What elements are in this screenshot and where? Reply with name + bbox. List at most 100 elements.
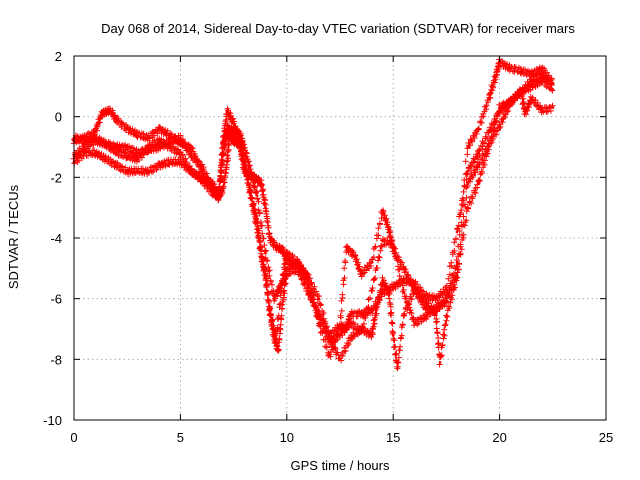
data-point — [317, 297, 321, 301]
data-point — [396, 367, 399, 370]
data-point — [530, 97, 533, 100]
data-point — [317, 315, 321, 319]
data-point — [168, 145, 172, 149]
data-point — [108, 109, 112, 112]
y-axis-label: SDTVAR / TECUs — [6, 184, 21, 289]
data-point — [200, 169, 204, 173]
data-point — [540, 66, 544, 70]
data-point — [268, 236, 272, 240]
data-point — [359, 330, 363, 334]
y-tick-labels: -10 -8 -6 -4 -2 0 2 — [43, 49, 62, 428]
data-point — [349, 336, 353, 340]
data-point — [272, 297, 276, 301]
data-point — [466, 182, 470, 185]
data-point — [370, 288, 374, 291]
data-point — [147, 169, 150, 173]
x-tick-labels: 0 5 10 15 20 25 — [70, 430, 613, 445]
data-point — [306, 285, 310, 288]
chart-title: Day 068 of 2014, Sidereal Day-to-day VTE… — [101, 21, 575, 36]
data-point — [434, 306, 438, 310]
data-point — [136, 133, 140, 137]
data-point — [83, 145, 87, 149]
data-point — [487, 142, 491, 146]
data-point — [353, 254, 357, 258]
data-point — [344, 245, 348, 249]
data-point — [189, 145, 193, 149]
data-point — [217, 194, 221, 197]
data-point — [93, 130, 97, 134]
data-point — [264, 273, 267, 276]
data-point — [402, 312, 406, 316]
data-point — [115, 118, 118, 122]
data-point — [523, 112, 527, 116]
data-point — [338, 357, 342, 361]
data-point — [349, 321, 353, 325]
data-point — [438, 360, 442, 364]
data-point — [242, 145, 246, 149]
data-point — [259, 182, 263, 185]
series-3-markers — [70, 56, 555, 360]
data-point — [370, 333, 374, 337]
data-point — [466, 145, 470, 149]
data-point — [391, 242, 395, 246]
data-point — [93, 151, 97, 155]
data-point — [115, 145, 118, 149]
x-axis-label: GPS time / hours — [291, 458, 390, 473]
data-point — [255, 227, 259, 231]
data-point — [147, 136, 150, 140]
data-point — [327, 354, 331, 358]
data-point — [125, 145, 129, 149]
data-point — [274, 245, 278, 249]
data-point — [238, 133, 242, 137]
data-point — [268, 309, 272, 313]
data-point — [157, 163, 161, 167]
data-point — [508, 66, 512, 70]
y-tick-label: -10 — [43, 413, 62, 428]
data-point — [413, 288, 416, 291]
series-4 — [70, 86, 556, 346]
data-point — [296, 266, 299, 270]
data-point — [508, 103, 512, 106]
data-point — [387, 227, 391, 231]
data-point — [249, 169, 253, 173]
data-point — [391, 333, 395, 337]
data-point — [225, 160, 229, 164]
data-point — [391, 285, 395, 288]
data-point — [279, 285, 282, 288]
data-point — [445, 300, 448, 304]
data-point — [264, 206, 267, 210]
data-point — [423, 315, 427, 319]
data-point — [551, 81, 555, 85]
data-point — [136, 157, 140, 161]
data-point — [168, 133, 172, 137]
data-point — [445, 315, 448, 319]
data-points — [70, 56, 556, 372]
data-point — [370, 260, 374, 264]
data-point — [498, 124, 501, 128]
data-point — [493, 75, 497, 79]
data-point — [327, 339, 331, 343]
data-point — [434, 297, 438, 301]
data-point — [296, 260, 299, 264]
data-point — [210, 191, 214, 194]
data-point — [498, 60, 501, 64]
y-tick-label: 2 — [55, 49, 62, 64]
data-point — [551, 87, 555, 91]
data-point — [381, 279, 384, 282]
data-point — [125, 169, 129, 173]
data-point — [200, 178, 204, 182]
y-tick-label: -4 — [50, 231, 62, 246]
data-point — [179, 160, 182, 164]
data-point — [476, 127, 480, 131]
y-tick-label: -8 — [50, 352, 62, 367]
data-point — [168, 160, 172, 164]
data-point — [157, 139, 161, 143]
data-point — [423, 306, 427, 310]
data-point — [179, 151, 182, 155]
data-point — [115, 163, 118, 167]
data-point — [530, 78, 533, 82]
data-point — [338, 333, 342, 337]
data-point — [530, 72, 533, 76]
data-point — [221, 145, 225, 149]
